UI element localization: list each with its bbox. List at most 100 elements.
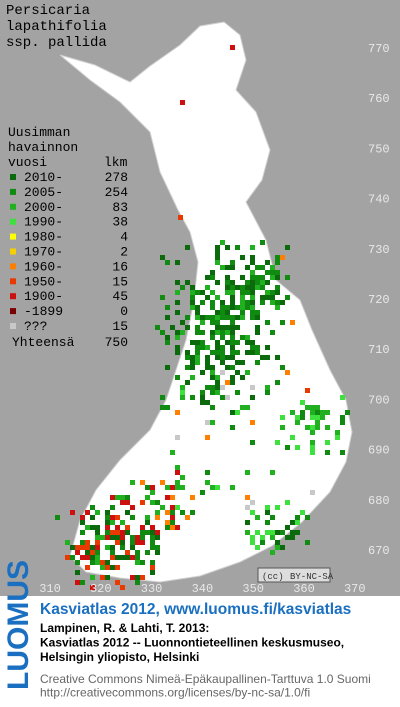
legend-count-header: lkm xyxy=(104,155,128,170)
occurrence-square xyxy=(230,285,235,290)
occurrence-square xyxy=(235,370,240,375)
occurrence-square xyxy=(150,490,155,495)
occurrence-square xyxy=(245,370,250,375)
occurrence-square xyxy=(85,545,90,550)
occurrence-square xyxy=(310,430,315,435)
occurrence-square xyxy=(140,540,145,545)
occurrence-square xyxy=(260,285,265,290)
occurrence-square xyxy=(285,245,290,250)
legend-period-header: vuosi xyxy=(8,155,47,170)
occurrence-square xyxy=(130,545,135,550)
occurrence-square xyxy=(115,565,120,570)
occurrence-square xyxy=(235,390,240,395)
occurrence-square xyxy=(110,495,115,500)
occurrence-square xyxy=(115,555,120,560)
occurrence-square xyxy=(220,300,225,305)
occurrence-square xyxy=(270,535,275,540)
occurrence-square xyxy=(160,405,165,410)
occurrence-square xyxy=(295,445,300,450)
occurrence-square xyxy=(145,520,150,525)
occurrence-square xyxy=(230,315,235,320)
occurrence-square xyxy=(235,350,240,355)
legend-label: 1950- xyxy=(24,274,63,289)
occurrence-square xyxy=(220,325,225,330)
northing-label: 730 xyxy=(368,243,390,257)
occurrence-square xyxy=(220,240,225,245)
occurrence-square xyxy=(85,510,90,515)
occurrence-square xyxy=(165,260,170,265)
occurrence-square xyxy=(175,505,180,510)
occurrence-square xyxy=(155,545,160,550)
occurrence-square xyxy=(160,395,165,400)
occurrence-square xyxy=(120,555,125,560)
legend-label: 1990- xyxy=(24,215,63,230)
occurrence-square xyxy=(115,540,120,545)
occurrence-square xyxy=(215,310,220,315)
occurrence-square xyxy=(265,290,270,295)
occurrence-square xyxy=(165,510,170,515)
citation-line: Lampinen, R. & Lahti, T. 2013: xyxy=(40,621,209,635)
occurrence-square xyxy=(100,565,105,570)
legend-count: 16 xyxy=(112,259,128,274)
occurrence-square xyxy=(170,450,175,455)
occurrence-square xyxy=(185,325,190,330)
occurrence-square xyxy=(295,420,300,425)
occurrence-square xyxy=(220,355,225,360)
occurrence-square xyxy=(225,395,230,400)
occurrence-square xyxy=(190,510,195,515)
legend-swatch xyxy=(10,174,16,180)
occurrence-square xyxy=(85,525,90,530)
occurrence-square xyxy=(265,520,270,525)
occurrence-square xyxy=(165,485,170,490)
occurrence-square xyxy=(170,505,175,510)
occurrence-square xyxy=(140,575,145,580)
occurrence-square xyxy=(175,470,180,475)
occurrence-square xyxy=(310,410,315,415)
legend-swatch xyxy=(10,323,16,329)
occurrence-square xyxy=(265,295,270,300)
occurrence-square xyxy=(85,565,90,570)
occurrence-square xyxy=(275,260,280,265)
occurrence-square xyxy=(300,415,305,420)
occurrence-square xyxy=(275,255,280,260)
occurrence-square xyxy=(200,340,205,345)
occurrence-square xyxy=(250,295,255,300)
legend-count: 15 xyxy=(112,319,128,334)
occurrence-square xyxy=(265,260,270,265)
occurrence-square xyxy=(115,580,120,585)
occurrence-square xyxy=(260,280,265,285)
occurrence-square xyxy=(55,515,60,520)
occurrence-square xyxy=(195,325,200,330)
legend-swatch xyxy=(10,233,16,240)
occurrence-square xyxy=(95,535,100,540)
occurrence-square xyxy=(290,520,295,525)
occurrence-square xyxy=(155,515,160,520)
occurrence-square xyxy=(285,295,290,300)
occurrence-square xyxy=(260,275,265,280)
occurrence-square xyxy=(150,535,155,540)
occurrence-square xyxy=(250,310,255,315)
occurrence-square xyxy=(255,265,260,270)
occurrence-square xyxy=(85,550,90,555)
occurrence-square xyxy=(230,320,235,325)
occurrence-square xyxy=(200,400,205,405)
occurrence-square xyxy=(150,565,155,570)
occurrence-square xyxy=(225,380,230,385)
occurrence-square xyxy=(210,390,215,395)
occurrence-square xyxy=(285,370,290,375)
occurrence-square xyxy=(170,325,175,330)
occurrence-square xyxy=(245,530,250,535)
occurrence-square xyxy=(260,300,265,305)
occurrence-square xyxy=(245,520,250,525)
occurrence-square xyxy=(215,380,220,385)
occurrence-square xyxy=(220,335,225,340)
occurrence-square xyxy=(255,350,260,355)
occurrence-square xyxy=(250,540,255,545)
occurrence-square xyxy=(245,280,250,285)
occurrence-square xyxy=(145,495,150,500)
occurrence-square xyxy=(200,490,205,495)
occurrence-square xyxy=(195,315,200,320)
occurrence-square xyxy=(235,285,240,290)
occurrence-square xyxy=(230,305,235,310)
occurrence-square xyxy=(295,415,300,420)
